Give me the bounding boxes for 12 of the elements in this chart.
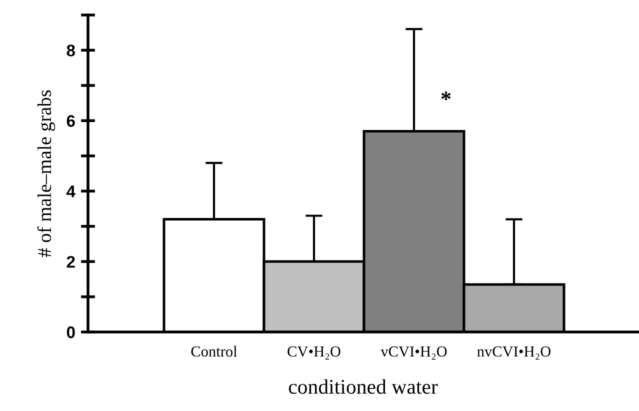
y-tick-label: 6 bbox=[66, 115, 75, 127]
y-tick-label: 8 bbox=[66, 44, 75, 56]
x-axis-title: conditioned water bbox=[288, 379, 438, 394]
x-tick-label: nvCVI•H₂O bbox=[477, 346, 551, 360]
y-tick-label: 2 bbox=[66, 256, 75, 268]
x-tick-label: vCVI•H₂O bbox=[380, 346, 447, 360]
y-tick-label: 0 bbox=[66, 326, 75, 338]
y-tick-label: 4 bbox=[66, 186, 76, 198]
annotation: * bbox=[441, 92, 451, 100]
x-tick-label: Control bbox=[191, 346, 238, 357]
y-axis-title: # of male–male grabs bbox=[37, 90, 56, 258]
x-tick-label: CV•H₂O bbox=[288, 346, 340, 360]
